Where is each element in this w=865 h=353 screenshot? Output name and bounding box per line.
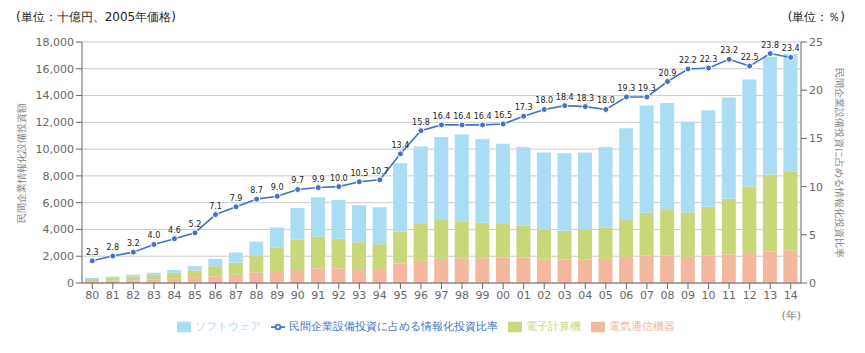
svg-text:16.5: 16.5 [494, 111, 512, 120]
svg-text:10.7: 10.7 [371, 167, 389, 176]
svg-text:99: 99 [476, 289, 490, 302]
svg-text:00: 00 [496, 289, 510, 302]
svg-text:92: 92 [332, 289, 346, 302]
svg-text:18.0: 18.0 [535, 96, 553, 105]
svg-text:10: 10 [809, 181, 823, 194]
svg-text:02: 02 [537, 289, 551, 302]
svg-text:88: 88 [250, 289, 264, 302]
svg-text:10.0: 10.0 [330, 174, 348, 183]
svg-text:01: 01 [517, 289, 531, 302]
svg-text:2,000: 2,000 [43, 250, 75, 263]
svg-text:23.2: 23.2 [720, 46, 738, 55]
svg-text:7.9: 7.9 [230, 194, 243, 203]
svg-text:94: 94 [373, 289, 387, 302]
svg-text:84: 84 [167, 289, 181, 302]
svg-text:16.4: 16.4 [453, 112, 471, 121]
svg-text:15.8: 15.8 [412, 118, 430, 127]
svg-text:9.0: 9.0 [271, 183, 284, 192]
svg-text:03: 03 [558, 289, 572, 302]
svg-text:2.8: 2.8 [106, 243, 119, 252]
svg-text:4.6: 4.6 [168, 226, 181, 235]
svg-text:05: 05 [599, 289, 613, 302]
svg-text:16.4: 16.4 [474, 112, 492, 121]
svg-text:19.3: 19.3 [638, 84, 656, 93]
svg-text:12: 12 [743, 289, 757, 302]
svg-text:民間企業情報化設備投資額: 民間企業情報化設備投資額 [16, 103, 27, 223]
svg-text:80: 80 [85, 289, 99, 302]
svg-text:90: 90 [291, 289, 305, 302]
svg-text:14: 14 [784, 289, 798, 302]
html-text:電子計算機: 電子計算機 [525, 320, 581, 333]
svg-text:95: 95 [393, 289, 407, 302]
svg-text:20: 20 [809, 84, 823, 97]
svg-text:13: 13 [763, 289, 777, 302]
html-text:(単位：％): (単位：％) [787, 10, 845, 24]
svg-text:0: 0 [809, 277, 816, 290]
svg-text:19.3: 19.3 [617, 84, 635, 93]
svg-text:22.3: 22.3 [700, 55, 718, 64]
svg-text:10,000: 10,000 [36, 143, 75, 156]
svg-text:5: 5 [809, 229, 816, 242]
svg-text:04: 04 [578, 289, 592, 302]
svg-text:18.3: 18.3 [576, 94, 594, 103]
html-text:民間企業設備投資に占める情報化投資比率: 民間企業設備投資に占める情報化投資比率 [288, 320, 498, 333]
svg-text:4.0: 4.0 [148, 231, 161, 240]
svg-text:20.9: 20.9 [659, 69, 677, 78]
svg-text:3.2: 3.2 [127, 239, 140, 248]
svg-text:10: 10 [702, 289, 716, 302]
svg-text:6,000: 6,000 [43, 197, 75, 210]
svg-text:83: 83 [147, 289, 161, 302]
svg-text:8.7: 8.7 [250, 186, 263, 195]
svg-text:98: 98 [455, 289, 469, 302]
svg-text:85: 85 [188, 289, 202, 302]
svg-text:民間企業設備投資に占める情報化投資比率: 民間企業設備投資に占める情報化投資比率 [834, 68, 845, 258]
svg-text:17.3: 17.3 [515, 103, 533, 112]
svg-text:86: 86 [209, 289, 223, 302]
svg-text:8,000: 8,000 [43, 170, 75, 183]
svg-text:08: 08 [660, 289, 674, 302]
svg-text:06: 06 [619, 289, 633, 302]
svg-text:9.7: 9.7 [291, 176, 304, 185]
svg-text:09: 09 [681, 289, 695, 302]
svg-text:97: 97 [435, 289, 449, 302]
svg-text:18.0: 18.0 [597, 96, 615, 105]
svg-text:9.9: 9.9 [312, 175, 325, 184]
svg-text:2.3: 2.3 [86, 248, 99, 257]
html-text:電気通信機器: 電気通信機器 [608, 320, 675, 333]
svg-text:13.4: 13.4 [392, 141, 410, 150]
svg-text:0: 0 [67, 277, 74, 290]
svg-text:7.1: 7.1 [209, 202, 222, 211]
svg-text:96: 96 [414, 289, 428, 302]
svg-text:14,000: 14,000 [36, 89, 75, 102]
svg-text:22.5: 22.5 [741, 53, 759, 62]
svg-text:25: 25 [809, 36, 823, 49]
svg-text:10.5: 10.5 [350, 169, 368, 178]
svg-text:81: 81 [106, 289, 120, 302]
svg-text:15: 15 [809, 132, 823, 145]
svg-text:12,000: 12,000 [36, 116, 75, 129]
svg-text:23.8: 23.8 [761, 41, 779, 50]
svg-text:22.2: 22.2 [679, 56, 697, 65]
svg-text:4,000: 4,000 [43, 223, 75, 236]
html-text:(単位：十億円、2005年価格): (単位：十億円、2005年価格) [16, 10, 176, 24]
svg-text:89: 89 [270, 289, 284, 302]
svg-text:16.4: 16.4 [433, 112, 451, 121]
svg-text:93: 93 [352, 289, 366, 302]
svg-text:(年): (年) [781, 309, 801, 322]
svg-text:11: 11 [722, 289, 736, 302]
svg-text:23.4: 23.4 [782, 44, 800, 53]
svg-text:16,000: 16,000 [36, 63, 75, 76]
svg-text:18,000: 18,000 [36, 36, 75, 49]
svg-text:91: 91 [311, 289, 325, 302]
svg-text:87: 87 [229, 289, 243, 302]
svg-text:07: 07 [640, 289, 654, 302]
svg-text:18.4: 18.4 [556, 93, 574, 102]
html-text:ソフトウェア: ソフトウェア [194, 320, 261, 333]
svg-text:82: 82 [126, 289, 140, 302]
svg-text:5.2: 5.2 [189, 220, 202, 229]
